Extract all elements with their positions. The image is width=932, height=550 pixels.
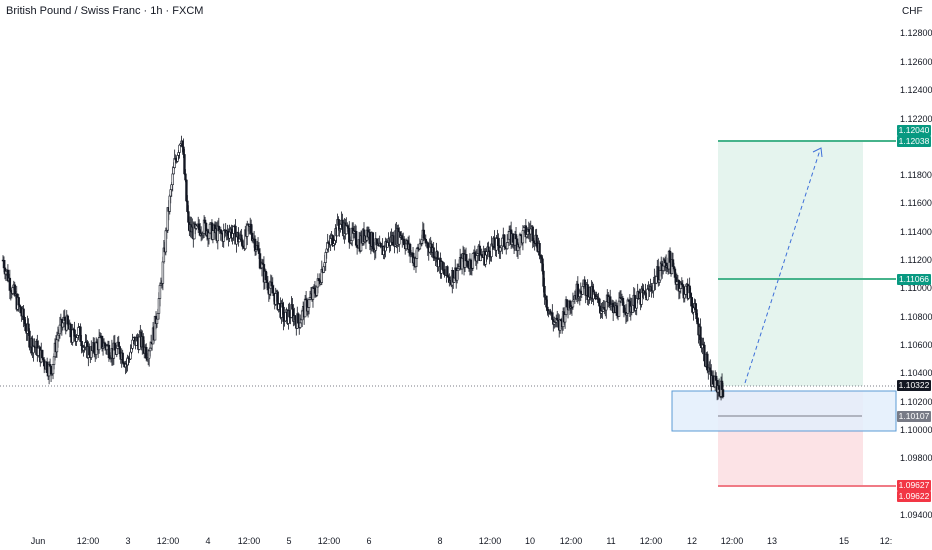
- candle-body: [297, 313, 300, 324]
- zone-price-badge[interactable]: 1.10107: [897, 411, 931, 422]
- y-tick: 1.10200: [900, 397, 932, 407]
- y-tick: 1.12200: [900, 114, 932, 124]
- candle-body: [161, 261, 165, 284]
- candle-body: [307, 299, 311, 308]
- x-tick: 12:00: [237, 536, 261, 546]
- candle-body: [368, 231, 372, 244]
- target-price-badge-top[interactable]: 1.12040: [897, 125, 931, 136]
- x-tick: 12:00: [478, 536, 502, 546]
- candle-body: [571, 300, 575, 308]
- y-tick: 1.11600: [900, 198, 932, 208]
- target-price-badge[interactable]: 1.12038: [897, 136, 931, 147]
- entry-price-badge[interactable]: 1.11066: [897, 274, 931, 285]
- candle-body: [158, 284, 162, 299]
- x-tick: 15: [838, 536, 850, 546]
- y-tick: 1.11200: [900, 255, 932, 265]
- y-tick: 1.09400: [900, 510, 932, 520]
- x-tick: 10: [524, 536, 536, 546]
- candle-body: [583, 279, 586, 286]
- x-tick: 5: [286, 536, 292, 546]
- candle-body: [94, 341, 98, 355]
- x-tick: 12:: [879, 536, 893, 546]
- candle-body: [49, 365, 53, 375]
- x-tick: 12:00: [156, 536, 180, 546]
- x-tick: 12:00: [317, 536, 341, 546]
- candle-body: [371, 232, 375, 250]
- candle-body: [598, 298, 601, 307]
- candle-body: [121, 352, 124, 364]
- currency-label: CHF: [902, 6, 923, 17]
- x-tick: Jun: [30, 536, 46, 546]
- candle-body: [593, 291, 596, 295]
- y-tick: 1.11400: [900, 227, 932, 237]
- profit-zone: [718, 141, 863, 386]
- candle-body: [155, 318, 159, 324]
- x-tick: 12:00: [639, 536, 663, 546]
- candle-body: [41, 349, 44, 359]
- candles-group: [1, 135, 725, 401]
- candle-body: [506, 242, 509, 250]
- candle-body: [538, 243, 541, 256]
- stop-price-badge[interactable]: 1.09622: [897, 491, 931, 502]
- candle-body: [668, 250, 672, 263]
- chart-title: British Pound / Swiss Franc · 1h · FXCM: [6, 5, 204, 17]
- projection-arrowhead: [812, 147, 823, 158]
- x-tick: 11: [606, 536, 616, 546]
- x-tick: 12: [686, 536, 698, 546]
- candle-body: [703, 344, 706, 362]
- candle-body: [171, 173, 174, 186]
- x-tick: 4: [205, 536, 211, 546]
- current-price-badge[interactable]: 1.10322: [897, 380, 931, 391]
- candle-body: [721, 389, 725, 397]
- y-tick: 1.10800: [900, 312, 932, 322]
- y-tick: 1.12600: [900, 57, 932, 67]
- candle-body: [97, 337, 101, 351]
- projection-arrow[interactable]: [744, 149, 821, 384]
- candle-body: [75, 337, 78, 342]
- demand-zone-box[interactable]: [671, 390, 897, 432]
- y-tick: 1.12400: [900, 85, 932, 95]
- x-tick: 8: [437, 536, 443, 546]
- candle-body: [272, 292, 275, 296]
- x-tick: 3: [125, 536, 131, 546]
- x-tick: 13: [766, 536, 778, 546]
- y-tick: 1.09800: [900, 453, 932, 463]
- y-tick: 1.12800: [900, 28, 932, 38]
- x-tick: 12:00: [76, 536, 100, 546]
- y-tick: 1.11800: [900, 170, 932, 180]
- y-tick: 1.11000: [900, 283, 932, 293]
- y-tick: 1.10600: [900, 340, 932, 350]
- x-tick: 12:00: [720, 536, 744, 546]
- candle-body: [37, 347, 40, 356]
- candle-body: [184, 173, 187, 181]
- x-tick: 6: [366, 536, 372, 546]
- candle-body: [299, 322, 302, 328]
- candle-body: [446, 266, 449, 276]
- y-tick: 1.10400: [900, 368, 932, 378]
- x-tick: 12:00: [559, 536, 583, 546]
- candle-body: [546, 306, 549, 310]
- stop-price-badge-top[interactable]: 1.09627: [897, 480, 931, 491]
- candle-body: [532, 240, 535, 244]
- y-tick: 1.10000: [900, 425, 932, 435]
